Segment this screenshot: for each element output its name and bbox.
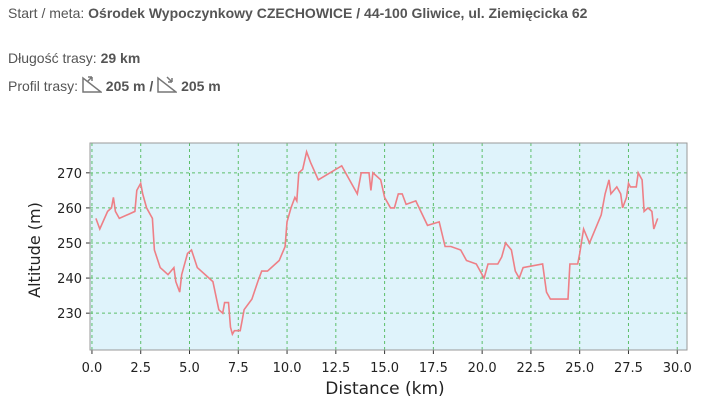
x-tick-label: 30.0 [663, 361, 692, 376]
plot-background [90, 143, 687, 350]
y-tick-label: 230 [57, 307, 82, 322]
profile-row: Profil trasy: 205 m / 205 m [8, 76, 221, 94]
x-tick-label: 15.0 [370, 361, 399, 376]
start-row: Start / meta: Ośrodek Wypoczynkowy CZECH… [8, 5, 587, 21]
length-row: Długość trasy: 29 km [8, 50, 140, 66]
x-tick-label: 25.0 [565, 361, 594, 376]
descent: 205 m [181, 78, 221, 94]
x-tick-label: 22.5 [516, 361, 545, 376]
x-tick-label: 7.5 [228, 361, 249, 376]
y-tick-label: 240 [57, 272, 82, 287]
label: Profil trasy: [8, 78, 79, 94]
y-tick-label: 260 [57, 202, 82, 217]
x-tick-label: 27.5 [614, 361, 643, 376]
value: 29 km [100, 50, 141, 66]
value: Ośrodek Wypoczynkowy CZECHOWICE / 44-100… [88, 5, 588, 21]
x-tick-label: 20.0 [468, 361, 497, 376]
x-axis-label: Distance (km) [325, 379, 444, 399]
x-tick-label: 10.0 [273, 361, 302, 376]
label: Długość trasy: [8, 50, 97, 66]
x-tick-label: 17.5 [419, 361, 448, 376]
x-tick-label: 0.0 [82, 361, 103, 376]
x-tick-label: 2.5 [130, 361, 151, 376]
y-tick-label: 250 [57, 237, 82, 252]
plot-frame [89, 142, 688, 351]
x-tick-label: 12.5 [321, 361, 350, 376]
ascent: 205 m [105, 78, 146, 94]
separator: / [149, 78, 154, 94]
y-tick-label: 270 [57, 167, 82, 182]
y-axis-label: Altitude (m) [25, 202, 44, 298]
x-tick-label: 5.0 [179, 361, 200, 376]
ascent-icon [82, 76, 104, 93]
profile-line [95, 148, 659, 337]
label: Start / meta: [8, 5, 85, 21]
descent-icon [157, 76, 179, 93]
